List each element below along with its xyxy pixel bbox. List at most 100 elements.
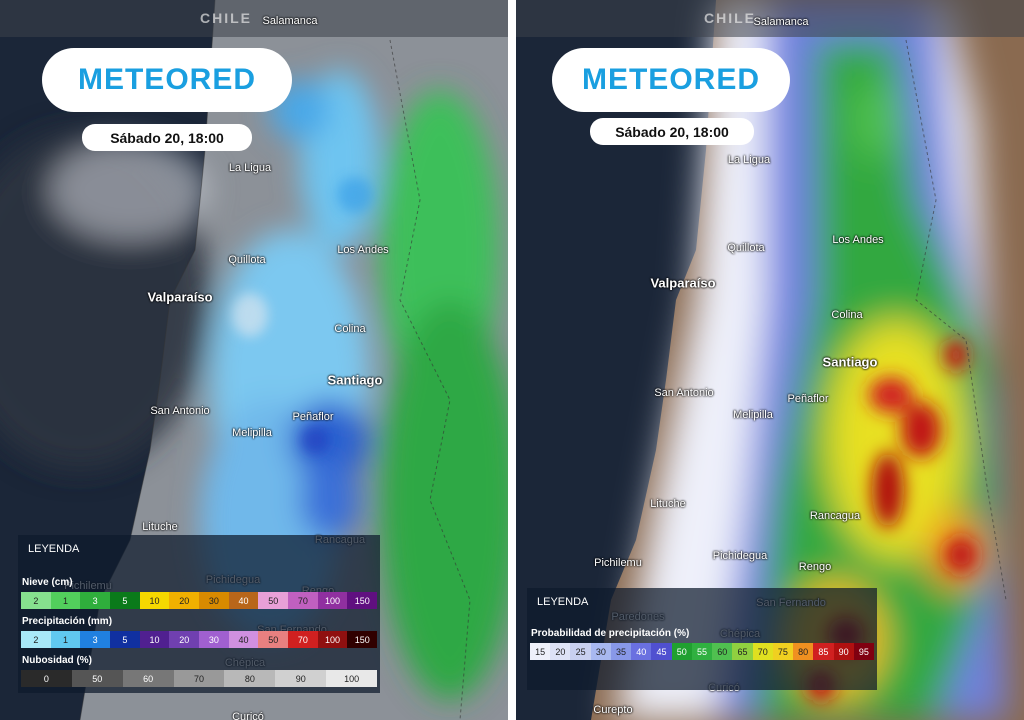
- top-strip: [516, 0, 1024, 37]
- place-label: Colina: [831, 309, 863, 321]
- scale-item: 65: [732, 643, 753, 660]
- scale-item: 30: [590, 643, 611, 660]
- place-label: San Antonio: [150, 405, 210, 417]
- place-label: Colina: [334, 323, 366, 335]
- scale-item: 0: [21, 670, 72, 687]
- scale-item: 100: [317, 631, 348, 648]
- scale-item: 55: [691, 643, 713, 660]
- scale-row: 0 50 60 70 80 90 100: [21, 670, 378, 687]
- scale-item: 80: [224, 670, 276, 687]
- scale-item: 25: [570, 643, 591, 660]
- scale-row: 2 1 3 5 10 20 30 40 50 70 100 150: [21, 631, 378, 648]
- place-label: Melipilla: [232, 427, 272, 439]
- scale-row: 2 1 3 5 10 20 30 40 50 70 100 150: [21, 592, 378, 609]
- place-label: Peñaflor: [292, 411, 334, 423]
- scale-item: 3: [80, 631, 111, 648]
- scale-item: 100: [317, 592, 348, 609]
- scale-item: 5: [110, 631, 140, 648]
- scale-item: 40: [631, 643, 652, 660]
- legend-title: LEYENDA: [28, 543, 80, 555]
- scale-item: 85: [813, 643, 834, 660]
- place-label: Melipilla: [733, 409, 773, 421]
- country-label: CHILE: [200, 10, 252, 26]
- place-label: Curicó: [232, 711, 264, 720]
- logo: METEORED: [42, 48, 292, 112]
- scale-item: 20: [550, 643, 571, 660]
- scale-item: 2: [21, 592, 51, 609]
- scale-item: 50: [258, 592, 289, 609]
- place-label: Pichilemu: [594, 557, 642, 569]
- scale-item: 75: [772, 643, 794, 660]
- scale-item: 15: [530, 643, 551, 660]
- legend-title: LEYENDA: [537, 596, 589, 608]
- place-label: Salamanca: [262, 15, 318, 27]
- place-label: Pichidegua: [712, 550, 768, 562]
- scale-item: 45: [651, 643, 672, 660]
- scale-item: 60: [712, 643, 733, 660]
- place-label: Salamanca: [753, 16, 809, 28]
- scale-item: 35: [610, 643, 632, 660]
- scale-item: 50: [671, 643, 692, 660]
- scale-item: 95: [853, 643, 874, 660]
- scale-item: 70: [173, 670, 225, 687]
- date-label: Sábado 20, 18:00: [590, 118, 754, 145]
- country-label: CHILE: [704, 10, 756, 26]
- scale-name: Nieve (cm): [22, 577, 73, 588]
- scale-item: 40: [228, 631, 259, 648]
- place-label: Los Andes: [832, 234, 884, 246]
- legend: LEYENDA Probabilidad de precipitación (%)…: [527, 588, 877, 690]
- scale-item: 50: [71, 670, 123, 687]
- scale-item: 100: [326, 670, 378, 687]
- scale-item: 60: [122, 670, 174, 687]
- scale-item: 5: [110, 592, 140, 609]
- place-label: La Ligua: [228, 162, 272, 174]
- scale-item: 20: [169, 592, 200, 609]
- scale-item: 90: [833, 643, 854, 660]
- place-label: Quillota: [727, 242, 765, 254]
- map-panel: CHILE METEORED Sábado 20, 18:00 Salamanc…: [516, 0, 1024, 720]
- scale-name: Probabilidad de precipitación (%): [531, 628, 690, 639]
- map-background: [0, 0, 508, 720]
- scale-item: 2: [21, 631, 51, 648]
- scale-item: 20: [169, 631, 200, 648]
- scale-item: 50: [258, 631, 289, 648]
- place-label: Peñaflor: [787, 393, 829, 405]
- place-label: La Ligua: [727, 154, 771, 166]
- scale-item: 150: [347, 631, 378, 648]
- place-label: Los Andes: [337, 244, 389, 256]
- place-label: Valparaíso: [650, 275, 716, 291]
- legend: LEYENDA Nieve (cm) 2 1 3 5 10 20 30 40 50 70 100 150 P…: [18, 535, 380, 693]
- scale-item: 1: [50, 592, 81, 609]
- scale-name: Precipitación (mm): [22, 616, 113, 627]
- logo: METEORED: [552, 48, 790, 112]
- place-label: Valparaíso: [147, 289, 213, 305]
- place-label: Lituche: [650, 498, 686, 510]
- scale-item: 80: [793, 643, 814, 660]
- place-label: Santiago: [822, 354, 878, 370]
- map-panel: CHILE METEORED Sábado 20, 18:00 Salamanc…: [0, 0, 508, 720]
- scale-item: 1: [50, 631, 81, 648]
- place-label: Curepto: [593, 704, 633, 716]
- date-label: Sábado 20, 18:00: [82, 124, 252, 151]
- place-label: Rancagua: [809, 510, 861, 522]
- scale-item: 90: [275, 670, 327, 687]
- scale-item: 70: [288, 592, 318, 609]
- scale-item: 70: [752, 643, 773, 660]
- place-label: Rengo: [798, 561, 832, 573]
- scale-item: 3: [80, 592, 111, 609]
- scale-item: 40: [228, 592, 259, 609]
- place-label: Quillota: [228, 254, 266, 266]
- place-label: Santiago: [327, 372, 383, 388]
- scale-row: 15 20 25 30 35 40 45 50 55 60 65 70 75 80 85 90 95: [530, 643, 874, 660]
- scale-item: 30: [199, 592, 229, 609]
- scale-item: 10: [139, 592, 170, 609]
- scale-item: 70: [288, 631, 318, 648]
- scale-item: 150: [347, 592, 378, 609]
- scale-name: Nubosidad (%): [22, 655, 92, 666]
- scale-item: 30: [199, 631, 229, 648]
- place-label: Lituche: [142, 521, 178, 533]
- place-label: San Antonio: [654, 387, 714, 399]
- scale-item: 10: [139, 631, 170, 648]
- top-strip: [0, 0, 508, 37]
